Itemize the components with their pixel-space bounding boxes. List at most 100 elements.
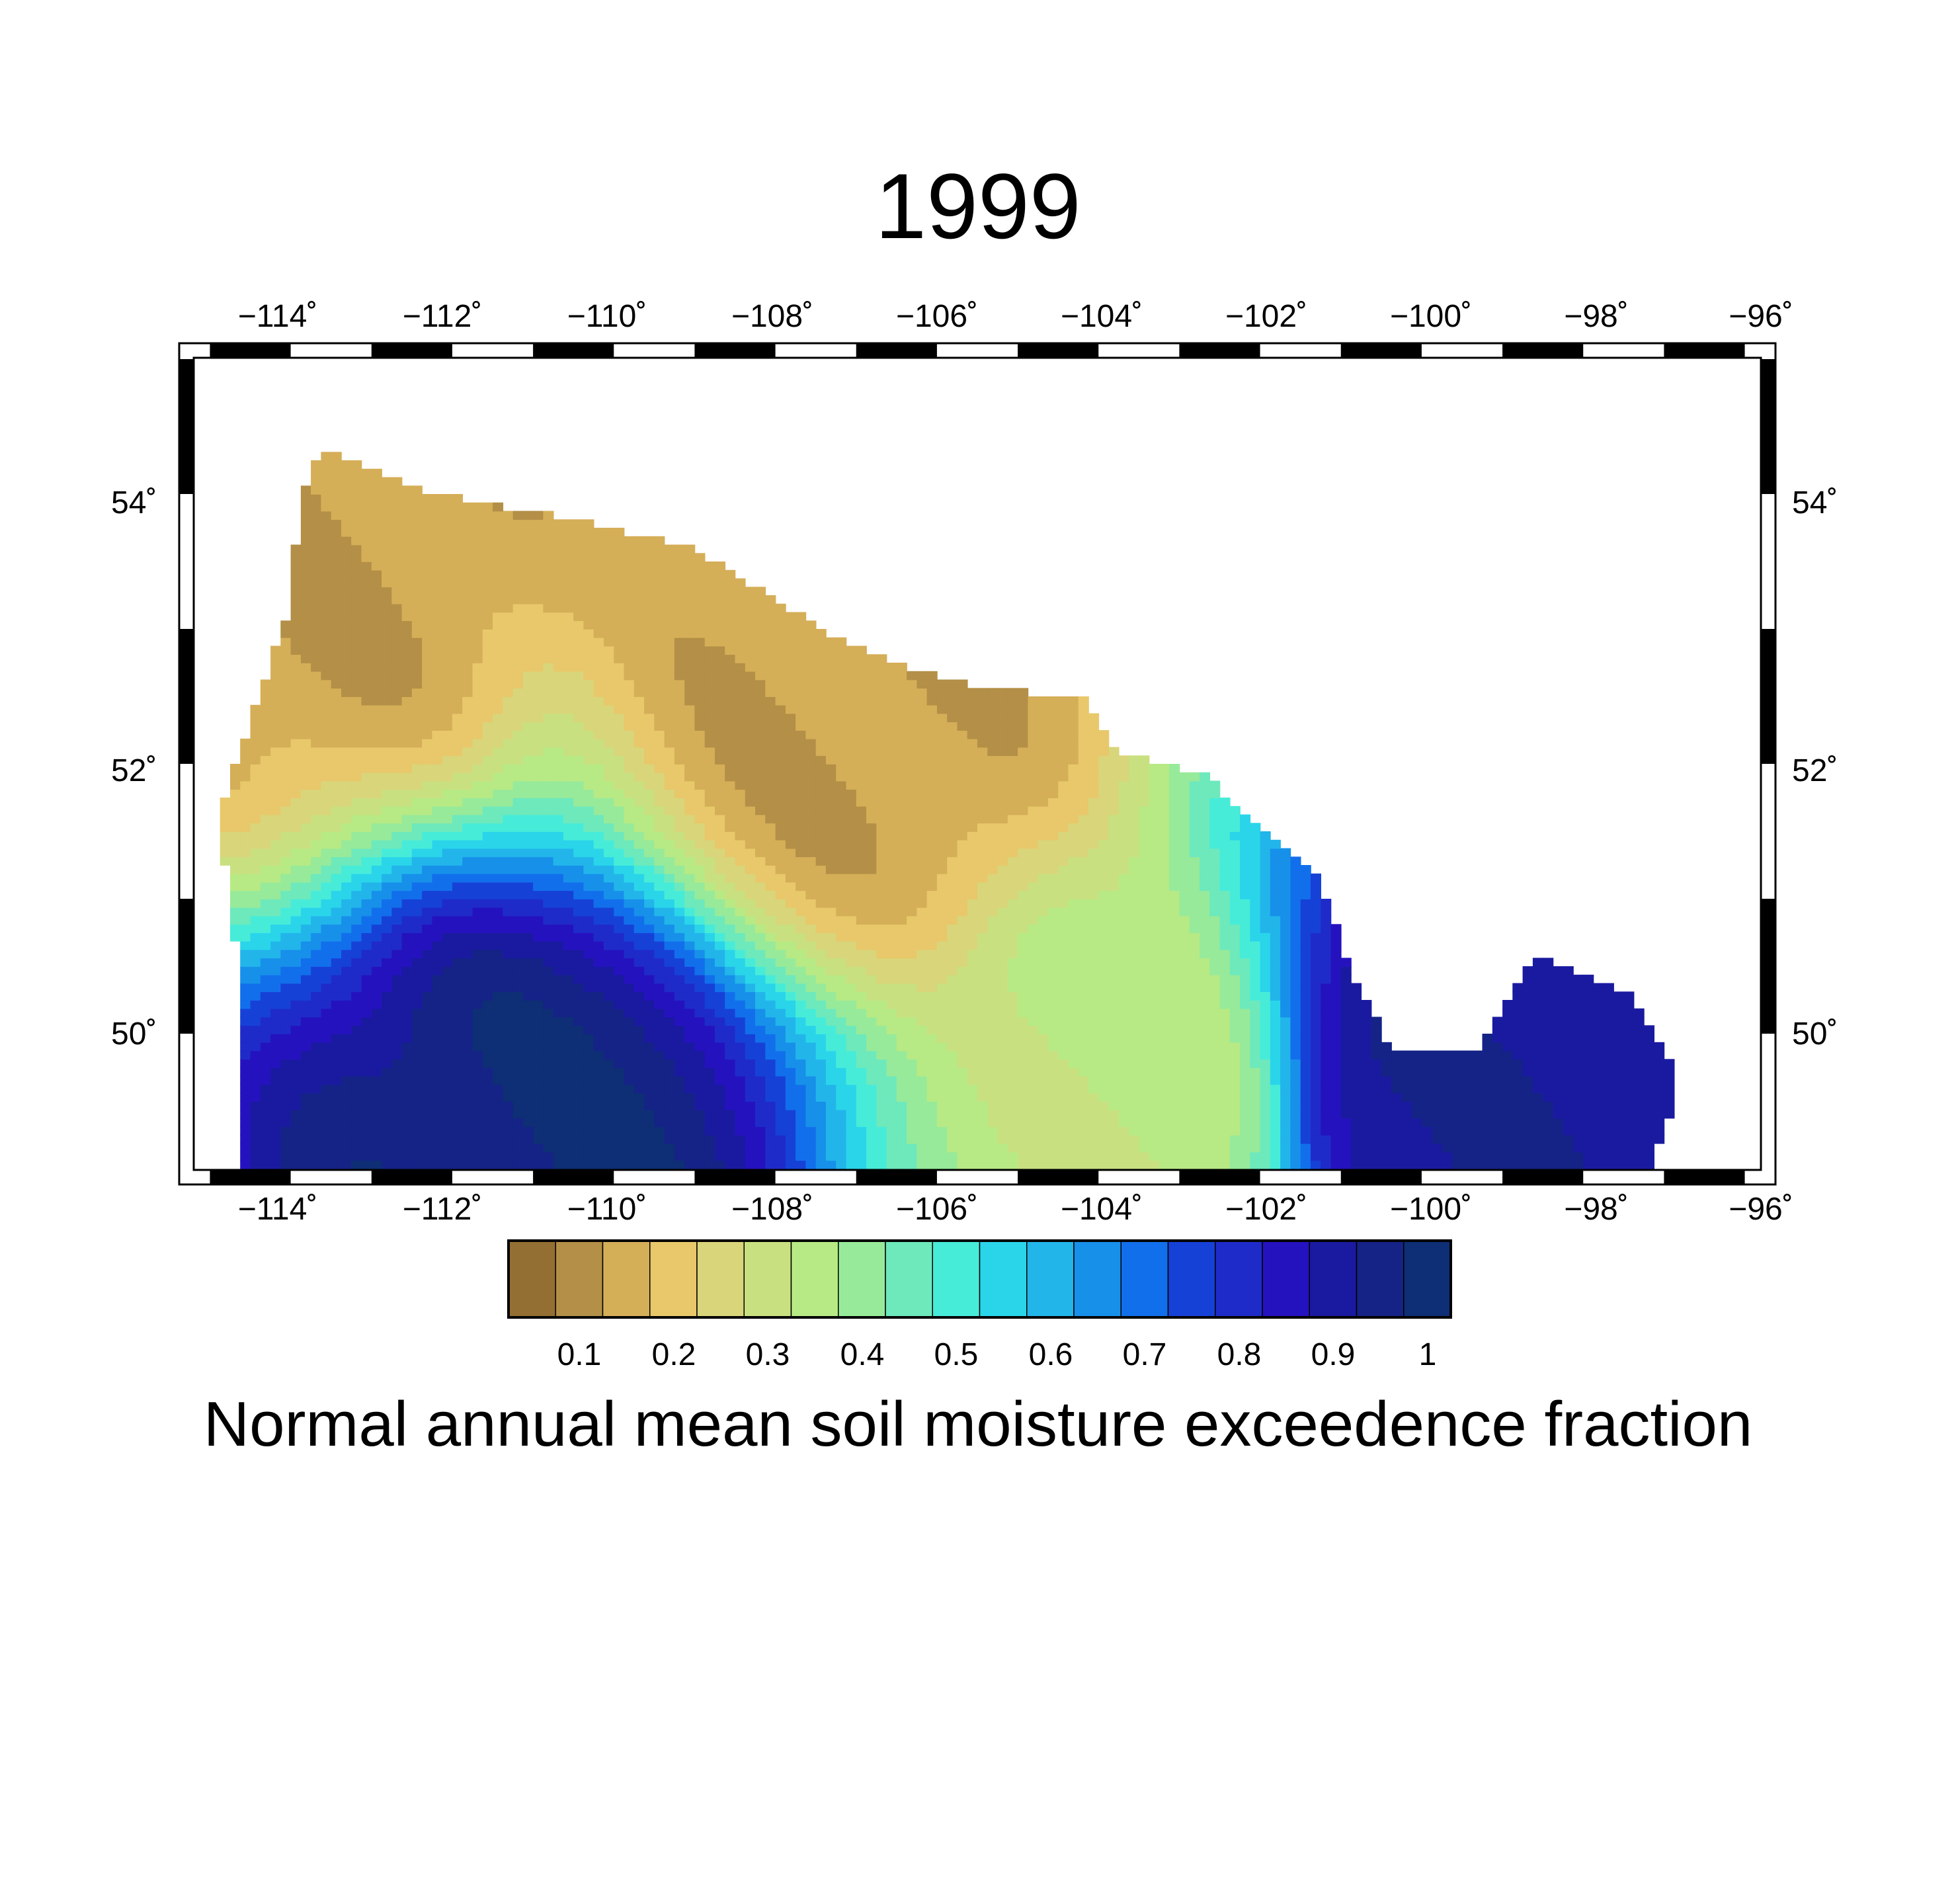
field-cell xyxy=(1270,1050,1281,1060)
field-cell xyxy=(1472,1109,1483,1119)
field-cell xyxy=(563,932,574,942)
field-cell xyxy=(1340,1151,1352,1161)
field-cell xyxy=(1018,1151,1029,1161)
field-cell xyxy=(341,1084,352,1094)
field-cell xyxy=(917,983,928,993)
field-cell xyxy=(1502,1151,1514,1161)
field-cell xyxy=(604,1126,615,1136)
field-cell xyxy=(1573,974,1584,984)
field-cell xyxy=(573,958,585,967)
field-cell xyxy=(1118,848,1129,858)
field-cell xyxy=(382,890,393,899)
field-cell xyxy=(411,966,423,975)
field-cell xyxy=(825,940,836,950)
field-cell xyxy=(512,899,524,908)
field-cell xyxy=(391,1135,403,1144)
field-cell xyxy=(522,966,534,975)
field-cell xyxy=(311,1016,322,1026)
field-cell xyxy=(775,1008,786,1018)
field-cell xyxy=(725,924,736,933)
field-cell xyxy=(775,1151,786,1161)
field-cell xyxy=(745,1093,756,1102)
field-cell xyxy=(503,899,514,908)
field-cell xyxy=(422,1093,433,1102)
field-cell xyxy=(1189,865,1200,874)
field-cell xyxy=(1169,831,1180,841)
field-cells xyxy=(220,452,1675,1169)
field-cell xyxy=(260,1143,271,1153)
field-cell xyxy=(745,932,756,942)
field-cell xyxy=(633,932,645,942)
field-cell xyxy=(886,1143,897,1153)
field-cell xyxy=(361,924,372,933)
field-cell xyxy=(614,1101,625,1110)
field-cell xyxy=(522,839,534,849)
field-cell xyxy=(1169,856,1180,866)
field-cell xyxy=(654,907,665,917)
field-cell xyxy=(1007,882,1018,891)
field-cell xyxy=(704,1126,715,1136)
field-cell xyxy=(694,1050,706,1060)
field-cell xyxy=(1118,958,1129,967)
field-cell xyxy=(715,839,726,849)
field-cell xyxy=(230,924,241,933)
field-cell xyxy=(482,831,493,841)
field-cell xyxy=(522,1118,534,1128)
field-cell xyxy=(1250,983,1261,993)
field-cell xyxy=(1522,1000,1533,1009)
field-cell xyxy=(1340,1016,1352,1026)
field-cell xyxy=(604,949,615,959)
field-cell xyxy=(311,974,322,984)
field-cell xyxy=(422,890,433,899)
field-cell xyxy=(573,940,585,950)
field-cell xyxy=(351,949,362,959)
field-cell xyxy=(382,1067,393,1077)
field-cell xyxy=(1098,991,1110,1001)
field-cell xyxy=(1229,856,1241,866)
field-cell xyxy=(917,991,928,1001)
field-cell xyxy=(1068,1050,1079,1060)
field-cell xyxy=(371,983,382,993)
field-cell xyxy=(260,1109,271,1119)
field-cell xyxy=(715,1000,726,1009)
field-cell xyxy=(1088,932,1100,942)
field-cell xyxy=(715,1067,726,1077)
field-cell xyxy=(1401,1126,1412,1136)
field-cell xyxy=(1310,1126,1321,1136)
field-cell xyxy=(654,1016,665,1026)
field-cell xyxy=(664,1025,675,1034)
field-cell xyxy=(1047,1016,1059,1026)
field-cell xyxy=(795,924,807,933)
field-cell xyxy=(745,1008,756,1018)
field-cell xyxy=(1432,1101,1443,1110)
field-cell xyxy=(795,940,807,950)
field-cell xyxy=(522,831,534,841)
field-cell xyxy=(351,1160,362,1169)
field-cell xyxy=(866,856,877,866)
field-cell xyxy=(1169,1160,1180,1169)
field-cell xyxy=(664,983,675,993)
field-cell xyxy=(1300,1151,1311,1161)
field-cell xyxy=(836,1059,847,1068)
field-cell xyxy=(735,924,746,933)
field-cell xyxy=(1139,1109,1150,1119)
field-cell xyxy=(1108,1143,1120,1153)
field-cell xyxy=(1330,983,1342,993)
field-cell xyxy=(1492,1135,1503,1144)
field-cell xyxy=(270,907,282,917)
field-cell xyxy=(876,932,887,942)
field-cell xyxy=(1169,1109,1180,1119)
field-cell xyxy=(462,848,473,858)
field-cell xyxy=(1169,865,1180,874)
field-cell xyxy=(704,915,715,925)
field-cell xyxy=(493,1000,504,1009)
field-cell xyxy=(1159,1025,1170,1034)
field-cell xyxy=(1351,1101,1362,1110)
field-cell xyxy=(1371,1050,1382,1060)
field-cell xyxy=(1321,974,1332,984)
field-cell xyxy=(1078,1151,1089,1161)
field-cell xyxy=(1300,966,1311,975)
field-cell xyxy=(604,958,615,967)
field-cell xyxy=(543,1143,554,1153)
field-cell xyxy=(1321,1093,1332,1102)
